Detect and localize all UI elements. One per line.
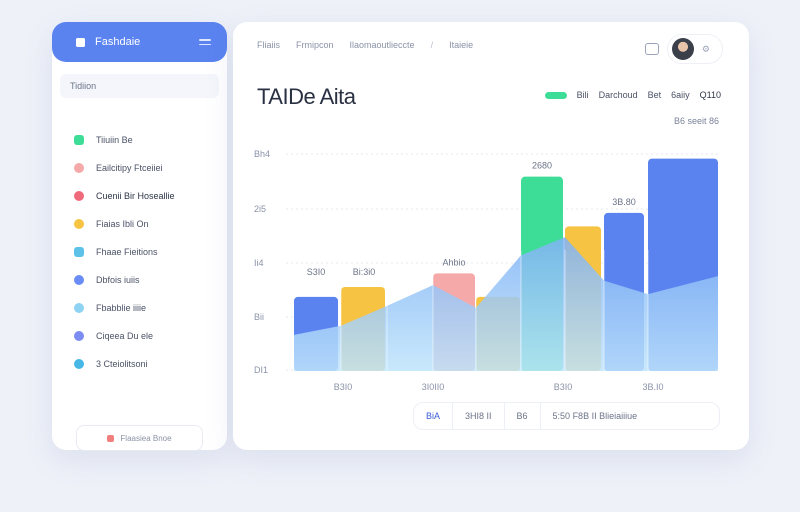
menu-icon[interactable] [199, 39, 211, 45]
legend-label[interactable]: Darchoud [598, 90, 638, 100]
app-title: Fashdaie [95, 36, 141, 48]
avatar [671, 38, 694, 60]
item-icon [74, 275, 84, 285]
sidebar-item[interactable]: Dbfois iuiis [74, 266, 224, 294]
bar-value-label: 2680 [532, 161, 552, 171]
control-button[interactable]: BiA [426, 411, 441, 421]
sidebar-item-label: Tiiuiin Be [96, 135, 133, 145]
user-menu[interactable]: ⚙ [666, 34, 723, 64]
bar-value-label: 3B.80 [612, 197, 636, 207]
legend-label[interactable]: Bet [647, 90, 662, 100]
x-tick-label: 3B.I0 [642, 382, 663, 392]
sidebar-item[interactable]: Ciqeea Du ele [74, 322, 224, 350]
sidebar-item[interactable]: Tiiuiin Be [74, 126, 224, 154]
sidebar-item-label: Fbabblie iiiie [96, 303, 147, 313]
crumb[interactable]: Itaieie [449, 40, 474, 50]
chart-subnote: B6 seeit 86 [673, 116, 719, 126]
sidebar-footer-button[interactable]: Flaasiea Bnoe [76, 425, 203, 451]
sidebar-item[interactable]: Fiaias Ibli On [74, 210, 224, 238]
sidebar-item-label: Dbfois iuiis [96, 275, 140, 285]
legend-label[interactable]: Bili [576, 90, 589, 100]
settings-icon[interactable]: ⚙ [701, 43, 710, 54]
area-series [294, 237, 718, 371]
sidebar-header[interactable]: Fashdaie [52, 22, 227, 62]
crumb[interactable]: Ilaomaoutlieccte [349, 40, 415, 50]
sidebar-item-label: Cuenii Bir Hoseallie [96, 191, 175, 201]
item-icon [74, 331, 84, 341]
sidebar-footer-label: Flaasiea Bnoe [120, 433, 172, 443]
sidebar-item[interactable]: Fhaae Fieitions [74, 238, 224, 266]
sidebar-item-label: 3 Cteiolitsoni [96, 359, 148, 369]
crumb[interactable]: Fliaiis [257, 40, 281, 50]
sidebar-item[interactable]: Cuenii Bir Hoseallie [74, 182, 224, 210]
divider [452, 403, 454, 429]
sidebar: Fashdaie Tidiion Tiiuiin Be Eailcitipy F… [52, 22, 227, 451]
top-actions: ⚙ [644, 34, 723, 64]
item-icon [74, 247, 84, 257]
sidebar-item-label: Fhaae Fieitions [96, 247, 158, 257]
crumb-separator: / [430, 40, 434, 50]
control-button[interactable]: B6 [516, 411, 528, 421]
sidebar-section-label: Tidiion [60, 74, 219, 98]
bar-value-label: Ahbio [442, 257, 465, 267]
sidebar-item[interactable]: Eailcitipy Ftceiiei [74, 154, 224, 182]
chat-icon[interactable] [644, 43, 659, 55]
breadcrumb: Fliaiis Frmipcon Ilaomaoutlieccte / Itai… [257, 40, 473, 50]
divider [539, 403, 541, 429]
page-title: TAIDe Aita [257, 84, 356, 109]
y-tick-label: Ii4 [254, 258, 264, 268]
item-icon [74, 303, 84, 313]
y-tick-label: 2i5 [254, 204, 266, 214]
item-icon [74, 219, 84, 229]
x-tick-label: B3I0 [334, 382, 353, 392]
chart-legend: Bili Darchoud Bet 6aiiy Q110 [544, 90, 721, 100]
item-icon [74, 359, 84, 369]
chart-controls: BiA 3HI8 II B6 5:50 F8B II Blieiaiiiue [413, 402, 720, 430]
x-tick-label: 3I0II0 [422, 382, 445, 392]
group-label: Bi:3i0 [353, 267, 376, 277]
legend-badge[interactable]: Q110 [699, 90, 721, 100]
app-logo-icon [76, 37, 85, 47]
divider [503, 403, 505, 429]
item-icon [74, 191, 84, 201]
crumb[interactable]: Frmipcon [296, 40, 334, 50]
group-label: S3I0 [307, 267, 326, 277]
control-button[interactable]: 5:50 F8B II Blieiaiiiue [552, 411, 638, 421]
sidebar-item-label: Fiaias Ibli On [96, 219, 149, 229]
legend-swatch [544, 91, 567, 99]
sidebar-item[interactable]: Fbabblie iiiie [74, 294, 224, 322]
footer-icon [107, 434, 115, 442]
x-tick-label: B3I0 [554, 382, 573, 392]
y-tick-label: Bh4 [254, 149, 270, 159]
item-icon [74, 135, 84, 145]
sidebar-item[interactable]: 3 Cteiolitsoni [74, 350, 224, 378]
item-icon [74, 163, 84, 173]
sidebar-list: Tiiuiin Be Eailcitipy Ftceiiei Cuenii Bi… [74, 126, 224, 378]
control-button[interactable]: 3HI8 II [465, 411, 492, 421]
legend-label[interactable]: 6aiiy [671, 90, 690, 100]
y-tick-label: DI1 [254, 365, 268, 375]
sidebar-item-label: Ciqeea Du ele [96, 331, 154, 341]
y-tick-label: Bii [254, 312, 264, 322]
sidebar-item-label: Eailcitipy Ftceiiei [96, 163, 163, 173]
